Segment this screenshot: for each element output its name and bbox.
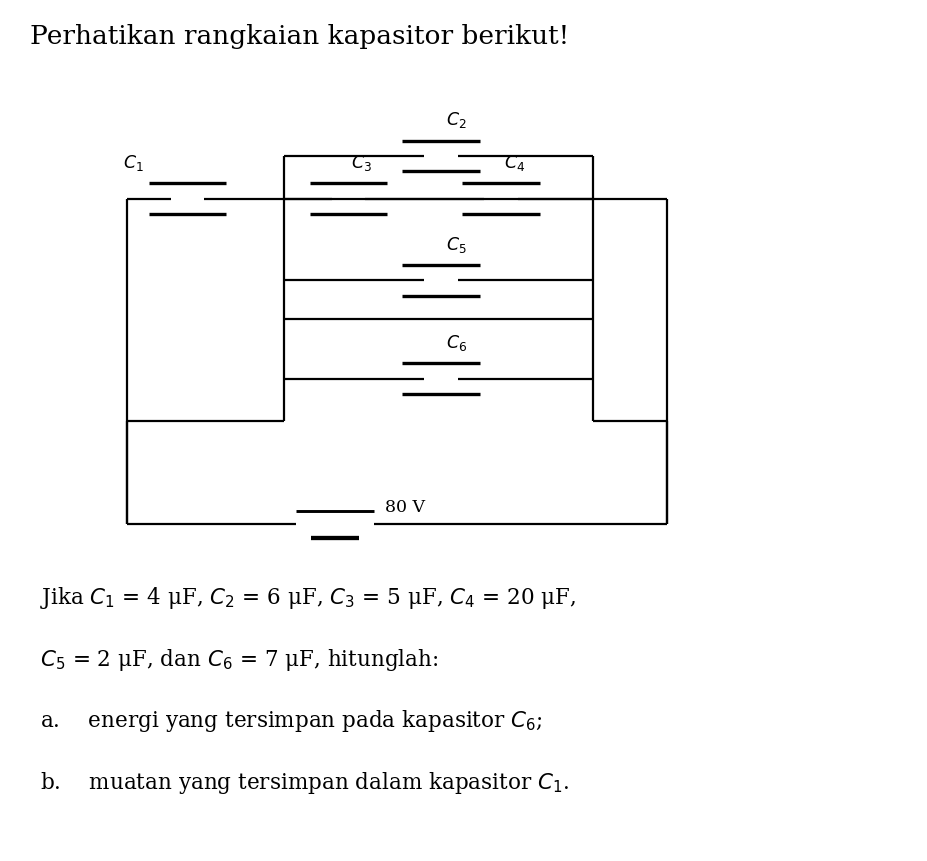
Text: $C_4$: $C_4$ [503, 153, 525, 173]
Text: $C_6$: $C_6$ [445, 332, 466, 353]
Text: $C_5$ = 2 μF, dan $C_6$ = 7 μF, hitunglah:: $C_5$ = 2 μF, dan $C_6$ = 7 μF, hitungla… [40, 646, 438, 672]
Text: a.  energi yang tersimpan pada kapasitor $C_6$;: a. energi yang tersimpan pada kapasitor … [40, 708, 542, 734]
Text: $C_3$: $C_3$ [351, 153, 372, 173]
Text: Perhatikan rangkaian kapasitor berikut!: Perhatikan rangkaian kapasitor berikut! [31, 24, 569, 49]
Text: Jika $C_1$ = 4 μF, $C_2$ = 6 μF, $C_3$ = 5 μF, $C_4$ = 20 μF,: Jika $C_1$ = 4 μF, $C_2$ = 6 μF, $C_3$ =… [40, 585, 576, 610]
Text: $C_1$: $C_1$ [123, 153, 144, 173]
Text: $C_5$: $C_5$ [445, 234, 465, 254]
Text: $C_2$: $C_2$ [445, 110, 465, 130]
Text: 80 V: 80 V [385, 499, 425, 515]
Text: b.  muatan yang tersimpan dalam kapasitor $C_1$.: b. muatan yang tersimpan dalam kapasitor… [40, 769, 568, 796]
